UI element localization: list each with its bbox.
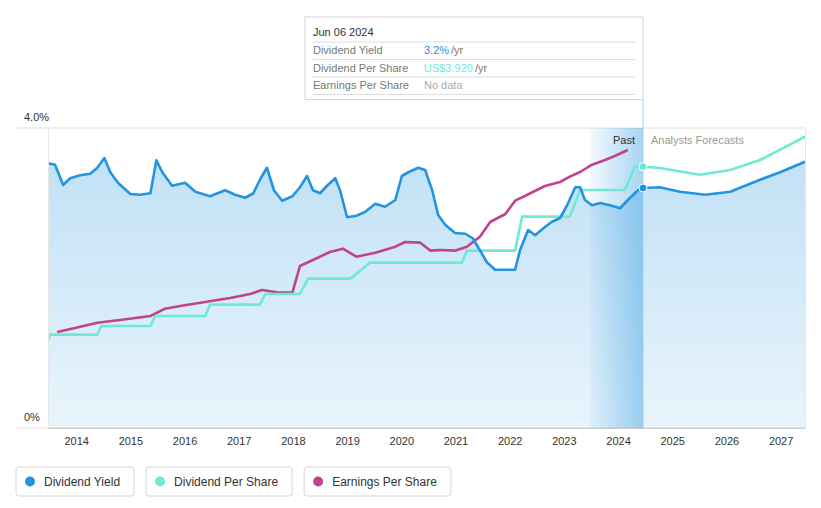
tick: 2022 <box>498 428 522 447</box>
legend-item[interactable]: Dividend Yield <box>16 467 134 496</box>
legend-swatch[interactable] <box>313 477 323 487</box>
tick: 4.0% <box>24 111 49 129</box>
tooltip-label: Earnings Per Share <box>313 79 409 91</box>
tick: 2016 <box>173 428 197 447</box>
tooltip-value: US$3.920/yr <box>424 62 487 74</box>
tooltip-separator <box>313 94 635 95</box>
tick-label: 2024 <box>606 435 630 447</box>
tick-label: 2021 <box>444 435 468 447</box>
tick-label: 2026 <box>715 435 739 447</box>
tooltip-value-text: US$3.920 <box>424 62 473 74</box>
tick-label: 2027 <box>769 435 793 447</box>
hover-dot <box>639 184 647 192</box>
tick: 2019 <box>335 428 359 447</box>
legend-item[interactable]: Dividend Per Share <box>146 467 292 496</box>
tooltip: Jun 06 2024Dividend Yield3.2%/yrDividend… <box>305 17 643 100</box>
tick: 2014 <box>64 428 88 447</box>
tick: 2027 <box>769 428 793 447</box>
tooltip-box <box>305 17 643 100</box>
tooltip-value-text: No data <box>424 79 463 91</box>
hover-dot <box>639 163 647 171</box>
tick-label: 4.0% <box>24 111 49 123</box>
tick-label: 2025 <box>660 435 684 447</box>
axis-line <box>48 129 49 429</box>
legend-label[interactable]: Dividend Per Share <box>174 475 278 489</box>
tick-label: 2017 <box>227 435 251 447</box>
tooltip-line <box>642 100 643 429</box>
tick: 2020 <box>390 428 414 447</box>
tick-label: 2015 <box>119 435 143 447</box>
tooltip-title: Jun 06 2024 <box>313 26 374 38</box>
legend-label[interactable]: Dividend Yield <box>44 475 120 489</box>
legend-box[interactable] <box>146 467 292 496</box>
series-line <box>48 137 805 340</box>
series-area <box>48 158 805 428</box>
tick: 0% <box>24 411 48 429</box>
tooltip-value: 3.2%/yr <box>424 44 464 56</box>
grid <box>16 128 805 428</box>
tooltip-unit: /yr <box>475 62 488 74</box>
series-line <box>48 158 805 270</box>
tick: 2015 <box>119 428 143 447</box>
axis-line <box>805 129 806 429</box>
tooltip-value-text: 3.2% <box>424 44 449 56</box>
tooltip-label: Dividend Yield <box>313 44 383 56</box>
legend-item[interactable]: Earnings Per Share <box>304 467 451 496</box>
tick-label: 2019 <box>335 435 359 447</box>
plot-area <box>48 128 805 428</box>
legend-swatch[interactable] <box>25 477 35 487</box>
tick-label: 2016 <box>173 435 197 447</box>
tick: 2023 <box>552 428 576 447</box>
legend-swatch[interactable] <box>155 477 165 487</box>
tooltip-unit: /yr <box>451 44 464 56</box>
tick-label: 2018 <box>281 435 305 447</box>
tick-label: 2014 <box>64 435 88 447</box>
tick: 2018 <box>281 428 305 447</box>
legend-box[interactable] <box>304 467 451 496</box>
grid-line <box>16 128 805 129</box>
y2-axis <box>805 129 806 429</box>
tick-label: 0% <box>24 411 40 423</box>
legend-label[interactable]: Earnings Per Share <box>332 475 437 489</box>
tick: 2025 <box>660 428 684 447</box>
tick-label: 2022 <box>498 435 522 447</box>
tick: 2021 <box>444 428 468 447</box>
tick: 2017 <box>227 428 251 447</box>
annotation: Past <box>613 134 635 146</box>
tooltip-separator <box>313 77 635 78</box>
chart: 0%4.0%2014201520162017201820192020202120… <box>0 0 821 508</box>
x-axis: 2014 2015 2016 2017 2018 2019 2020 2021 2022 2023… <box>49 428 806 447</box>
tick: 2024 <box>606 428 630 447</box>
tooltip-separator <box>313 59 635 60</box>
annotation: Analysts Forecasts <box>651 134 744 146</box>
tick: 2026 <box>715 428 739 447</box>
y-axis: 0% 4.0% <box>24 111 49 429</box>
axis-line <box>49 428 806 429</box>
series-line <box>57 150 628 332</box>
tooltip-label: Dividend Per Share <box>313 62 408 74</box>
tooltip-separator <box>313 42 635 43</box>
tick-label: 2023 <box>552 435 576 447</box>
tooltip-value: No data <box>424 79 463 91</box>
tick-label: 2020 <box>390 435 414 447</box>
legend-box[interactable] <box>16 467 134 496</box>
legend: Dividend Yield Dividend Per Share Earnings… <box>16 467 451 496</box>
